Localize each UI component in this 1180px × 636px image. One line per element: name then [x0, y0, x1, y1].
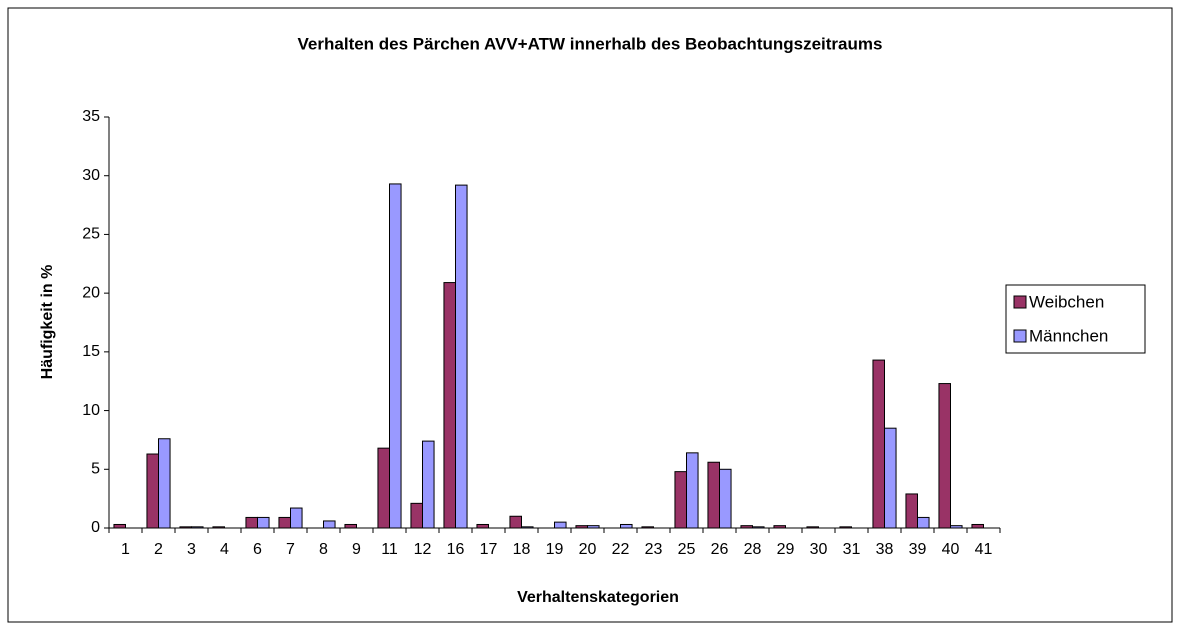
x-tick-label: 20: [579, 541, 597, 558]
bar: [740, 525, 754, 529]
x-tick-label: 22: [612, 541, 630, 558]
x-tick-label: 23: [645, 541, 663, 558]
x-tick-label: 9: [352, 541, 361, 558]
bar: [509, 515, 523, 529]
bar: [884, 427, 897, 529]
bar: [872, 359, 886, 529]
x-tick-label: 7: [286, 541, 295, 558]
bar: [389, 183, 402, 529]
y-tick-label: 5: [91, 461, 100, 478]
bar: [773, 525, 787, 529]
bar: [905, 493, 919, 529]
x-tick-label: 17: [480, 541, 498, 558]
bar: [752, 526, 765, 529]
x-tick-label: 1: [121, 541, 130, 558]
y-tick-label: 0: [91, 519, 100, 536]
bar: [443, 282, 457, 529]
bar: [455, 184, 468, 529]
bar: [278, 516, 292, 529]
bar: [719, 468, 732, 529]
x-tick-label: 12: [414, 541, 432, 558]
x-tick-label: 11: [381, 541, 398, 558]
x-tick-label: 29: [777, 541, 795, 558]
bar: [686, 452, 699, 529]
bar: [377, 447, 391, 529]
bar: [257, 516, 270, 529]
bar: [707, 461, 721, 529]
legend-swatch: [1013, 295, 1027, 309]
bar: [674, 471, 688, 529]
y-tick-label: 30: [82, 167, 100, 184]
bar: [113, 523, 126, 529]
bar: [587, 525, 600, 529]
x-axis-label: Verhaltenskategorien: [517, 589, 679, 606]
legend-label: Männchen: [1029, 326, 1108, 345]
x-tick-label: 30: [810, 541, 828, 558]
y-tick-label: 20: [82, 284, 100, 301]
bar: [554, 521, 567, 529]
bar: [191, 526, 204, 529]
bar: [422, 440, 435, 529]
bar: [806, 526, 820, 529]
bar: [212, 526, 225, 529]
x-tick-label: 31: [843, 541, 861, 558]
bar: [146, 453, 159, 529]
x-tick-label: 25: [678, 541, 696, 558]
bar: [839, 526, 853, 529]
x-tick-label: 38: [876, 541, 894, 558]
bar: [521, 526, 534, 529]
y-tick-label: 10: [82, 402, 100, 419]
y-axis-label: Häufigkeit in %: [39, 265, 56, 380]
bar: [938, 383, 952, 529]
x-tick-label: 19: [546, 541, 564, 558]
x-tick-label: 26: [711, 541, 729, 558]
chart-border: [7, 7, 1173, 623]
legend-box: [1005, 284, 1146, 354]
bar: [323, 520, 336, 529]
legend-label: Weibchen: [1029, 292, 1104, 311]
bar: [575, 525, 589, 529]
y-tick-label: 25: [82, 226, 100, 243]
bar: [290, 507, 303, 529]
bar: [950, 525, 963, 529]
x-tick-label: 40: [942, 541, 960, 558]
bar: [344, 523, 358, 529]
bar: [971, 523, 985, 529]
x-tick-label: 39: [909, 541, 927, 558]
legend-swatch: [1013, 329, 1027, 343]
x-tick-label: 3: [187, 541, 196, 558]
x-tick-label: 8: [319, 541, 328, 558]
bar: [410, 502, 424, 529]
bar: [917, 516, 930, 529]
bar: [179, 526, 192, 529]
y-tick-label: 15: [82, 343, 100, 360]
x-tick-label: 16: [447, 541, 465, 558]
bar: [245, 516, 258, 529]
bar: [620, 523, 633, 529]
x-tick-label: 6: [253, 541, 262, 558]
x-tick-label: 28: [744, 541, 762, 558]
y-tick-label: 35: [82, 108, 100, 125]
bar: [641, 526, 655, 529]
x-tick-label: 2: [154, 541, 163, 558]
chart-title: Verhalten des Pärchen AVV+ATW innerhalb …: [298, 34, 883, 53]
bar: [158, 438, 171, 529]
x-tick-label: 4: [220, 541, 229, 558]
x-tick-label: 18: [513, 541, 531, 558]
x-tick-label: 41: [975, 541, 993, 558]
bar: [476, 523, 490, 529]
